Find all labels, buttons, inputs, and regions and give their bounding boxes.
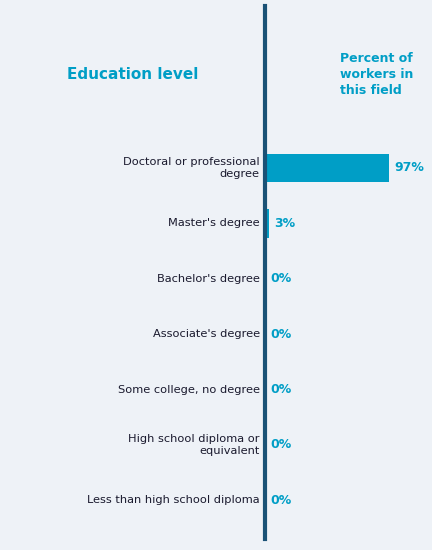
Text: 3%: 3% bbox=[274, 217, 295, 230]
Text: High school diploma or
equivalent: High school diploma or equivalent bbox=[128, 434, 260, 456]
Text: Less than high school diploma: Less than high school diploma bbox=[87, 496, 260, 505]
Text: 0%: 0% bbox=[270, 383, 291, 396]
Text: Doctoral or professional
degree: Doctoral or professional degree bbox=[123, 157, 260, 179]
Text: 0%: 0% bbox=[270, 328, 291, 340]
Text: 0%: 0% bbox=[270, 272, 291, 285]
Bar bbox=[265, 209, 269, 238]
Bar bbox=[265, 153, 389, 183]
Text: Percent of
workers in
this field: Percent of workers in this field bbox=[340, 52, 413, 97]
Text: Master's degree: Master's degree bbox=[168, 218, 260, 228]
Text: 97%: 97% bbox=[394, 162, 424, 174]
Text: Some college, no degree: Some college, no degree bbox=[118, 384, 260, 394]
Text: Associate's degree: Associate's degree bbox=[152, 329, 260, 339]
Text: Education level: Education level bbox=[67, 67, 198, 82]
Text: 0%: 0% bbox=[270, 494, 291, 507]
Text: 0%: 0% bbox=[270, 438, 291, 452]
Text: Bachelor's degree: Bachelor's degree bbox=[157, 274, 260, 284]
